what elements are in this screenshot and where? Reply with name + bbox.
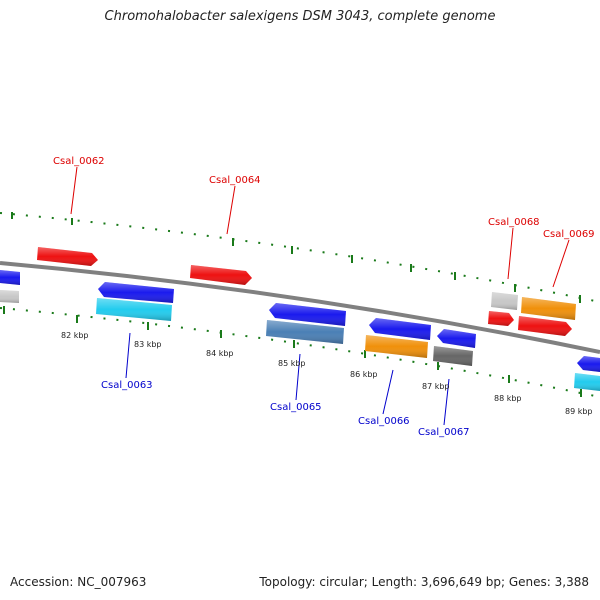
scale-label: 87 kbp: [422, 382, 450, 391]
gene-partial-left-blue[interactable]: [0, 270, 20, 285]
genome-backbone: [0, 261, 600, 354]
scale-label: 84 kbp: [206, 349, 234, 358]
gene-csal-0067-dark[interactable]: [433, 346, 473, 366]
gene-partial-right-blue[interactable]: [577, 356, 600, 372]
gene-csal-0064[interactable]: [190, 265, 252, 285]
gene-label-csal-0066[interactable]: Csal_0066: [358, 416, 410, 427]
gene-csal-0069-orange[interactable]: [521, 297, 576, 320]
lower-tick-row: [0, 306, 600, 398]
forward-leader-lines: [70, 166, 570, 288]
genome-title: Chromohalobacter salexigens DSM 3043, co…: [104, 9, 496, 24]
upper-tick-row: [0, 212, 600, 303]
gene-label-csal-0068[interactable]: Csal_0068: [488, 217, 540, 228]
accession-text: Accession: NC_007963: [10, 575, 147, 589]
gene-partial-left-gray[interactable]: [0, 290, 19, 303]
gene-label-csal-0069[interactable]: Csal_0069: [543, 229, 595, 240]
reverse-gene-labels: Csal_0063 Csal_0065 Csal_0066 Csal_0067: [101, 380, 470, 438]
gene-partial-right-cyan[interactable]: [574, 373, 600, 391]
gene-csal-0066-orange[interactable]: [365, 335, 428, 358]
gene-csal-0067[interactable]: [437, 329, 476, 348]
gene-csal-0065-steel[interactable]: [266, 320, 344, 344]
scale-labels: 82 kbp 83 kbp 84 kbp 85 kbp 86 kbp 87 kb…: [61, 331, 593, 416]
gene-csal-0068-gray[interactable]: [491, 292, 518, 310]
gene-csal-0063[interactable]: [98, 282, 174, 303]
gene-csal-0065[interactable]: [269, 303, 346, 326]
reverse-leader-lines: [125, 332, 450, 426]
gene-features: [0, 247, 600, 391]
gene-csal-0063-rna[interactable]: [96, 298, 172, 321]
scale-label: 86 kbp: [350, 370, 378, 379]
gene-csal-0066[interactable]: [369, 318, 431, 340]
scale-label: 82 kbp: [61, 331, 89, 340]
scale-label: 85 kbp: [278, 359, 306, 368]
scale-label: 83 kbp: [134, 340, 162, 349]
gene-label-csal-0064[interactable]: Csal_0064: [209, 175, 261, 186]
gene-label-csal-0063[interactable]: Csal_0063: [101, 380, 153, 391]
scale-label: 89 kbp: [565, 407, 593, 416]
scale-label: 88 kbp: [494, 394, 522, 403]
forward-gene-labels: Csal_0062 Csal_0064 Csal_0068 Csal_0069: [53, 156, 595, 240]
gene-label-csal-0065[interactable]: Csal_0065: [270, 402, 322, 413]
gene-label-csal-0062[interactable]: Csal_0062: [53, 156, 105, 167]
gene-csal-0069[interactable]: [518, 316, 572, 336]
gene-csal-0068[interactable]: [488, 311, 514, 326]
genome-summary-text: Topology: circular; Length: 3,696,649 bp…: [259, 575, 589, 589]
gene-csal-0062[interactable]: [37, 247, 98, 266]
gene-label-csal-0067[interactable]: Csal_0067: [418, 427, 470, 438]
